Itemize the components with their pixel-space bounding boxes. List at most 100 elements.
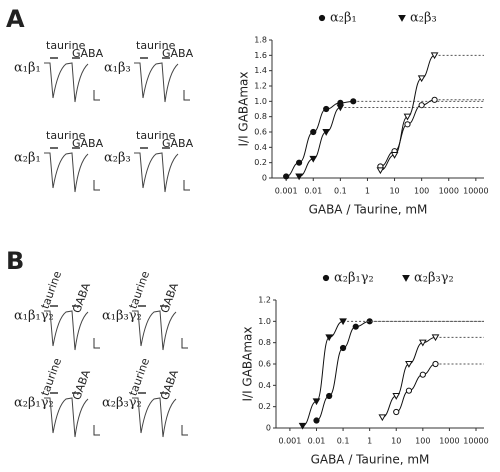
scale-bar	[93, 425, 100, 436]
current-trace	[132, 397, 177, 438]
data-point	[392, 393, 401, 400]
trace-label: GABA	[70, 368, 93, 402]
y-tick-label: 0	[266, 424, 271, 433]
y-tick-label: 0.8	[254, 112, 267, 121]
y-axis-label: I/I GABAmax	[237, 71, 251, 146]
y-tick-label: 0.2	[258, 402, 271, 411]
y-tick-label: 0.4	[254, 143, 267, 152]
data-point	[393, 408, 400, 416]
x-tick-label: 0.01	[304, 187, 322, 196]
panel-label: A	[6, 5, 25, 33]
y-axis-label: I/I GABAmax	[241, 326, 255, 401]
trace-label: GABA	[158, 368, 181, 402]
trace-label: GABA	[162, 47, 194, 60]
receptor-label: α₁β₁	[14, 61, 41, 76]
data-point	[339, 344, 347, 352]
legend-label: α₂β₁γ₂	[334, 271, 374, 286]
data-point	[295, 173, 303, 181]
y-tick-label: 0.6	[258, 360, 271, 369]
current-trace	[132, 310, 177, 351]
legend-label: α₂β₁	[330, 11, 357, 26]
data-point	[310, 128, 317, 136]
data-point	[339, 318, 347, 326]
legend-label: α₂β₃γ₂	[414, 271, 454, 286]
data-point	[390, 152, 399, 159]
trace-label: taurine	[136, 129, 176, 142]
receptor-label: α₁β₃	[104, 61, 131, 76]
x-tick-label: 0.1	[334, 187, 347, 196]
trace-label: taurine	[126, 269, 152, 311]
fit-curve	[316, 320, 370, 422]
scale-bar	[93, 338, 100, 349]
receptor-label: α₁β₃γ₂	[102, 309, 142, 324]
y-tick-label: 1.0	[258, 317, 271, 326]
x-tick-label: 10	[391, 437, 401, 446]
data-point	[352, 323, 359, 330]
trace-label: taurine	[136, 39, 176, 52]
x-tick-label: 10	[389, 187, 399, 196]
trace-label: taurine	[126, 356, 152, 398]
trace-label: GABA	[72, 47, 104, 60]
data-point	[323, 105, 330, 113]
data-point	[403, 113, 412, 121]
y-tick-label: 1.0	[254, 97, 267, 106]
data-point	[298, 422, 307, 430]
legend-label: α₂β₃	[410, 11, 437, 26]
legend-marker	[398, 15, 406, 22]
x-tick-label: 100	[415, 437, 430, 446]
scale-bar	[183, 180, 190, 191]
data-point	[430, 52, 439, 60]
legend-marker	[322, 274, 330, 282]
data-point	[336, 104, 345, 112]
trace-label: taurine	[38, 269, 64, 311]
y-tick-label: 0.4	[258, 381, 271, 390]
trace-label: GABA	[72, 137, 104, 150]
scale-bar	[93, 180, 100, 191]
x-tick-label: 1	[365, 187, 370, 196]
data-point	[376, 167, 385, 175]
y-tick-label: 1.8	[254, 36, 267, 45]
data-point	[419, 371, 426, 378]
y-tick-label: 1.2	[258, 296, 271, 305]
y-tick-label: 0	[262, 174, 267, 183]
data-point	[431, 334, 440, 342]
fit-curve	[286, 100, 354, 177]
panel-label: B	[6, 247, 24, 275]
trace-label: taurine	[38, 356, 64, 398]
data-point	[312, 398, 321, 406]
x-axis-label: GABA / Taurine, mM	[311, 453, 430, 467]
data-point	[350, 98, 357, 105]
data-point	[326, 392, 333, 400]
data-point	[295, 159, 303, 166]
current-trace	[44, 397, 89, 438]
trace-label: GABA	[70, 281, 93, 315]
x-tick-label: 0.1	[337, 437, 350, 446]
y-tick-label: 0.8	[258, 338, 271, 347]
current-trace	[44, 62, 89, 103]
data-point	[309, 155, 318, 163]
x-tick-label: 1000	[439, 187, 459, 196]
trace-label: GABA	[162, 137, 194, 150]
x-tick-label: 100	[414, 187, 429, 196]
data-point	[405, 361, 413, 368]
trace-label: taurine	[46, 129, 86, 142]
legend-marker	[402, 275, 410, 282]
x-tick-label: 10000	[463, 187, 488, 196]
data-point	[404, 121, 411, 128]
scale-bar	[93, 90, 100, 101]
current-trace	[44, 152, 89, 193]
trace-label: GABA	[158, 281, 181, 315]
data-point	[418, 339, 427, 347]
x-tick-label: 10000	[463, 437, 488, 446]
current-trace	[134, 62, 179, 103]
y-tick-label: 1.6	[254, 51, 267, 60]
receptor-label: α₂β₁γ₂	[14, 396, 54, 411]
data-point	[325, 334, 334, 342]
x-tick-label: 1000	[439, 437, 459, 446]
fit-curve	[380, 54, 435, 171]
y-tick-label: 1.2	[254, 82, 267, 91]
x-tick-label: 0.01	[308, 437, 326, 446]
x-tick-label: 0.001	[278, 437, 301, 446]
receptor-label: α₂β₁	[14, 151, 41, 166]
